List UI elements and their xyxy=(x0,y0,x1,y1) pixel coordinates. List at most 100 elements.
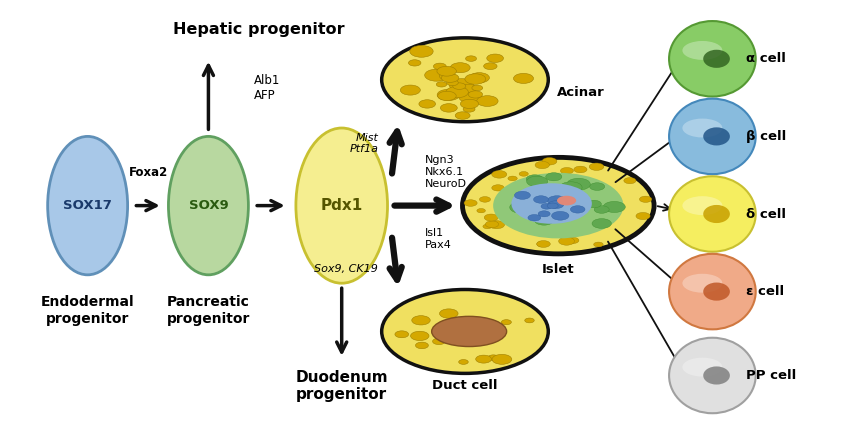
Circle shape xyxy=(464,332,474,337)
Circle shape xyxy=(476,327,484,331)
Circle shape xyxy=(473,332,484,338)
Circle shape xyxy=(416,342,428,349)
Circle shape xyxy=(590,183,604,190)
Circle shape xyxy=(419,100,435,108)
Circle shape xyxy=(472,340,482,345)
Circle shape xyxy=(488,355,499,360)
Circle shape xyxy=(538,211,550,217)
Text: Pdx1: Pdx1 xyxy=(320,198,363,213)
Circle shape xyxy=(594,206,609,213)
Ellipse shape xyxy=(669,99,756,174)
Circle shape xyxy=(466,56,477,61)
Circle shape xyxy=(446,80,458,86)
Circle shape xyxy=(508,176,518,181)
Circle shape xyxy=(546,173,562,181)
Circle shape xyxy=(566,237,579,244)
Circle shape xyxy=(409,60,421,66)
Circle shape xyxy=(535,161,549,169)
Text: δ cell: δ cell xyxy=(745,208,785,220)
Circle shape xyxy=(574,166,587,173)
Text: Endodermal
progenitor: Endodermal progenitor xyxy=(41,295,134,326)
Circle shape xyxy=(453,83,466,89)
Circle shape xyxy=(440,104,457,112)
Circle shape xyxy=(547,196,567,205)
Circle shape xyxy=(476,355,491,363)
Circle shape xyxy=(464,200,477,206)
Circle shape xyxy=(483,224,492,229)
Circle shape xyxy=(512,183,592,224)
Text: β cell: β cell xyxy=(745,130,786,143)
Circle shape xyxy=(527,176,547,187)
Circle shape xyxy=(400,85,420,95)
Circle shape xyxy=(548,201,564,208)
Circle shape xyxy=(537,241,547,247)
Circle shape xyxy=(564,188,583,197)
Circle shape xyxy=(534,196,548,203)
Circle shape xyxy=(492,170,507,178)
Circle shape xyxy=(468,324,476,329)
Circle shape xyxy=(439,72,456,80)
Circle shape xyxy=(487,54,503,62)
Circle shape xyxy=(460,334,474,342)
Text: Hepatic progenitor: Hepatic progenitor xyxy=(173,22,344,37)
Ellipse shape xyxy=(48,137,128,275)
Circle shape xyxy=(552,211,569,220)
Circle shape xyxy=(484,63,497,70)
Circle shape xyxy=(459,317,474,324)
Ellipse shape xyxy=(703,205,730,223)
Ellipse shape xyxy=(669,176,756,252)
Circle shape xyxy=(525,189,547,200)
Circle shape xyxy=(510,201,534,214)
Ellipse shape xyxy=(703,282,730,300)
Text: Isl1
Pax4: Isl1 Pax4 xyxy=(425,229,452,250)
Text: PP cell: PP cell xyxy=(745,369,796,382)
Circle shape xyxy=(477,208,485,213)
Circle shape xyxy=(446,86,468,98)
Ellipse shape xyxy=(296,128,388,283)
Circle shape xyxy=(459,91,482,103)
Ellipse shape xyxy=(669,338,756,413)
Circle shape xyxy=(445,328,463,337)
Circle shape xyxy=(636,212,650,220)
Circle shape xyxy=(452,326,465,333)
Circle shape xyxy=(542,158,557,165)
Circle shape xyxy=(460,84,477,93)
Text: Mist
Ptf1a: Mist Ptf1a xyxy=(349,133,378,155)
Circle shape xyxy=(536,241,550,247)
Circle shape xyxy=(410,45,434,57)
Circle shape xyxy=(558,237,575,245)
Ellipse shape xyxy=(432,316,507,347)
Ellipse shape xyxy=(683,196,722,215)
Ellipse shape xyxy=(683,358,722,377)
Circle shape xyxy=(528,214,541,221)
Text: Sox9, CK19: Sox9, CK19 xyxy=(314,265,378,274)
Circle shape xyxy=(437,66,456,76)
Circle shape xyxy=(513,73,534,83)
Circle shape xyxy=(382,289,548,373)
Circle shape xyxy=(493,173,623,238)
Circle shape xyxy=(382,38,548,122)
Circle shape xyxy=(411,331,429,341)
Text: α cell: α cell xyxy=(745,52,785,65)
Circle shape xyxy=(485,221,499,228)
Circle shape xyxy=(489,221,505,229)
Circle shape xyxy=(560,167,574,174)
Circle shape xyxy=(593,242,604,247)
Text: Alb1
AFP: Alb1 AFP xyxy=(254,74,280,102)
Circle shape xyxy=(411,316,430,325)
Text: SOX9: SOX9 xyxy=(189,199,229,212)
Ellipse shape xyxy=(683,274,722,293)
Circle shape xyxy=(439,309,458,318)
Circle shape xyxy=(437,89,460,101)
Circle shape xyxy=(547,203,558,208)
Circle shape xyxy=(438,91,456,101)
Circle shape xyxy=(639,196,652,202)
Ellipse shape xyxy=(168,137,248,275)
Circle shape xyxy=(592,219,611,229)
Circle shape xyxy=(465,74,485,84)
Circle shape xyxy=(624,178,636,184)
Circle shape xyxy=(519,172,529,176)
Text: Pancreatic
progenitor: Pancreatic progenitor xyxy=(167,295,250,326)
Ellipse shape xyxy=(683,119,722,137)
Circle shape xyxy=(559,182,582,193)
